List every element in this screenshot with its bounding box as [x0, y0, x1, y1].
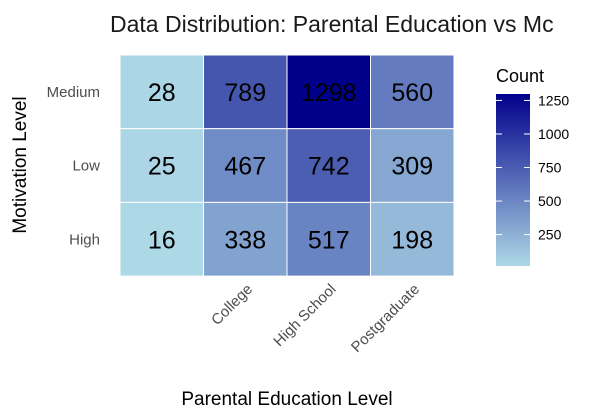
heatmap-cell — [203, 201, 288, 277]
cell-value-label: 309 — [391, 153, 433, 181]
cell-value-label: 25 — [148, 153, 176, 181]
x-tick-label: Postgraduate — [348, 281, 423, 356]
cell-value-label: 198 — [391, 226, 433, 254]
legend-tick-label: 250 — [538, 227, 562, 243]
cell-value-label: 338 — [224, 226, 266, 254]
legend-tick-label: 750 — [538, 160, 562, 176]
cell-value-label: 28 — [148, 79, 176, 107]
legend-tick-label: 500 — [538, 193, 562, 209]
y-tick-label: Medium — [47, 84, 100, 101]
legend-ticks: 250 500 750 1000 1250 — [496, 92, 569, 243]
heatmap-cell — [286, 54, 371, 130]
heatmap-cell — [119, 128, 204, 203]
heatmap-cell — [119, 201, 204, 277]
cell-value-label: 742 — [308, 153, 350, 181]
cell-value-label: 1298 — [301, 79, 357, 107]
cell-value-label: 467 — [224, 153, 266, 181]
x-tick-labels: College High School Postgraduate — [208, 281, 423, 356]
legend-title: Count — [496, 66, 544, 86]
legend-colorbar — [496, 94, 530, 266]
cell-value-label: 16 — [148, 226, 176, 254]
y-tick-labels: Medium Low High — [47, 84, 101, 248]
cell-value-label: 517 — [308, 226, 350, 254]
chart-title: Data Distribution: Parental Education vs… — [110, 11, 554, 37]
cell-value-label: 560 — [391, 79, 433, 107]
legend-tick-label: 1000 — [538, 126, 569, 142]
y-tick-label: Low — [72, 158, 100, 175]
heatmap-cells: 28 789 1298 560 25 467 742 309 16 338 517 198 — [119, 54, 455, 277]
x-tick-label: High School — [270, 281, 339, 350]
heatmap-cell — [370, 128, 455, 203]
heatmap-cell — [370, 54, 455, 130]
legend-tick-label: 1250 — [538, 92, 569, 108]
x-tick-label: College — [208, 281, 256, 329]
y-axis-title: Motivation Level — [10, 96, 31, 233]
y-tick-label: High — [69, 231, 100, 248]
heatmap-cell — [203, 54, 288, 130]
heatmap-cell — [370, 201, 455, 277]
heatmap-cell — [203, 128, 288, 203]
x-axis-title: Parental Education Level — [181, 389, 392, 410]
cell-value-label: 789 — [224, 79, 266, 107]
heatmap-cell — [119, 54, 204, 130]
